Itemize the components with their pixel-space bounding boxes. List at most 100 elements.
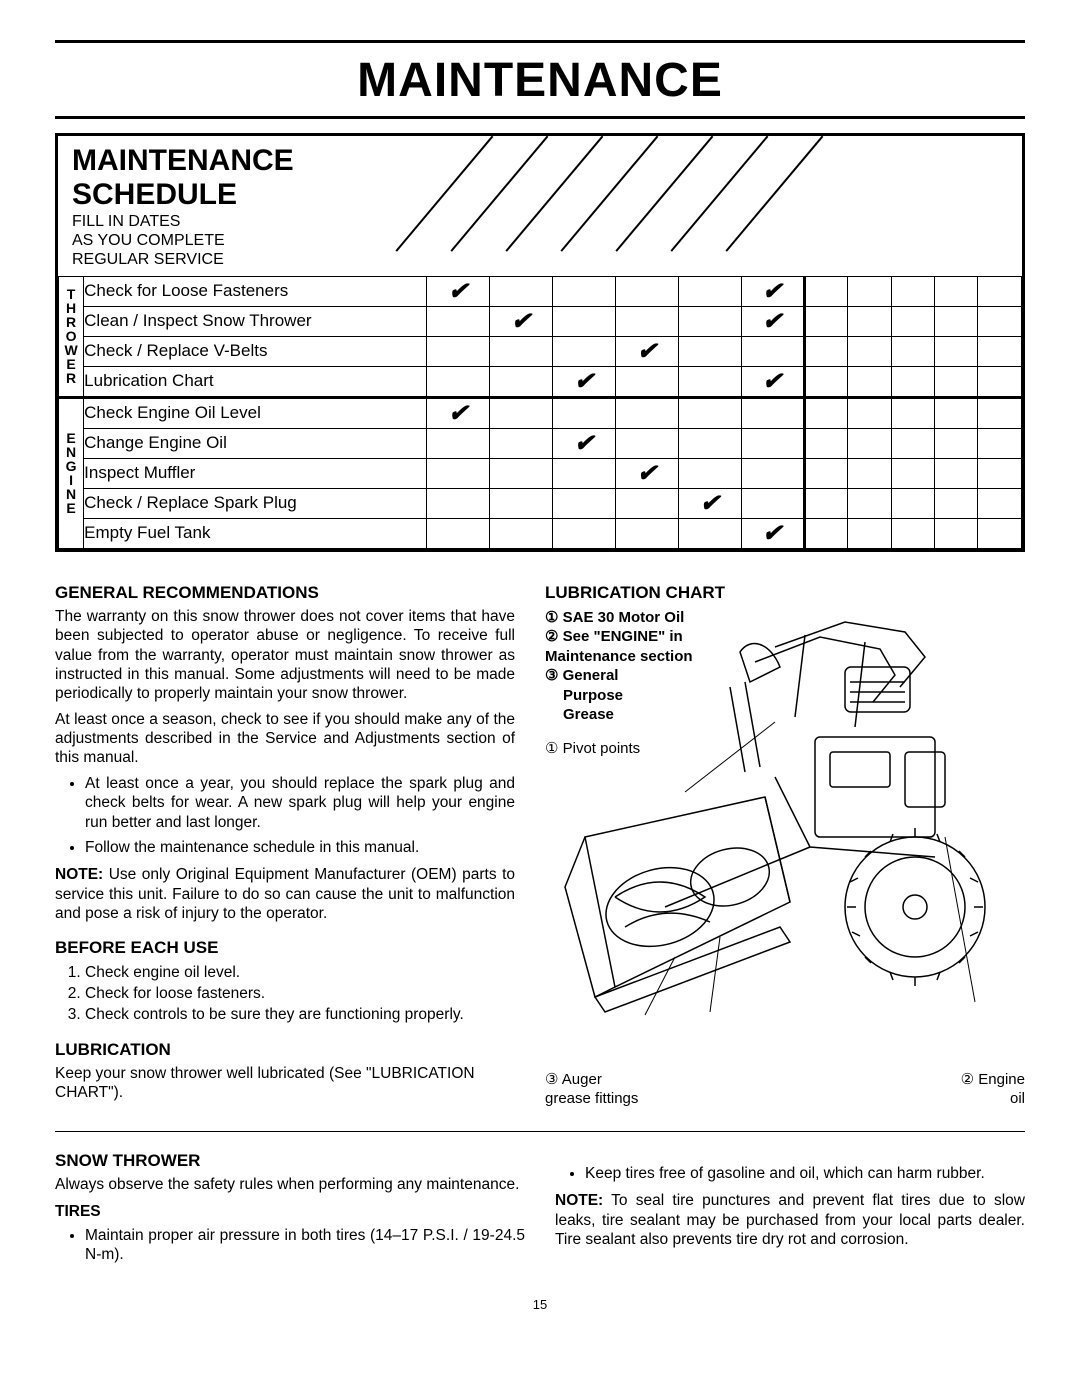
service-date-cell[interactable] [978,306,1022,336]
list-item: Check engine oil level. [85,963,515,982]
service-date-cell[interactable] [978,428,1022,458]
service-date-cell[interactable] [934,518,977,548]
service-date-cell[interactable] [848,428,891,458]
footer-columns: SNOW THROWER Always observe the safety r… [55,1136,1025,1273]
service-date-cell[interactable] [804,397,847,428]
check-cell [553,336,616,366]
check-cell: ✔ [741,518,804,548]
bullet-list: At least once a year, you should replace… [55,774,515,858]
check-cell [553,518,616,548]
service-date-cell[interactable] [804,366,847,397]
check-cell [615,428,678,458]
legend-item: Purpose [545,686,745,706]
service-date-cell[interactable] [804,276,847,306]
service-date-cell[interactable] [804,518,847,548]
fill-in-instructions: FILL IN DATES AS YOU COMPLETE REGULAR SE… [58,212,433,276]
service-date-cell[interactable] [891,458,934,488]
check-cell: ✔ [678,488,741,518]
check-cell [490,397,553,428]
service-date-cell[interactable] [891,366,934,397]
service-date-cell[interactable] [804,428,847,458]
service-date-cell[interactable] [978,366,1022,397]
body-text: Always observe the safety rules when per… [55,1175,525,1194]
service-date-cell[interactable] [891,336,934,366]
service-date-cell[interactable] [848,488,891,518]
left-column: GENERAL RECOMMENDATIONS The warranty on … [55,568,515,1109]
service-date-cell[interactable] [978,397,1022,428]
service-date-cell[interactable] [848,518,891,548]
service-date-cell[interactable] [978,458,1022,488]
check-cell [490,336,553,366]
service-date-cell[interactable] [891,488,934,518]
list-item: Check controls to be sure they are funct… [85,1005,515,1024]
list-item: Follow the maintenance schedule in this … [85,838,515,857]
service-date-cell[interactable] [978,336,1022,366]
service-date-cell[interactable] [934,276,977,306]
service-date-cell[interactable] [848,458,891,488]
service-date-cell[interactable] [848,336,891,366]
service-date-cell[interactable] [848,306,891,336]
lubrication-heading: LUBRICATION [55,1039,515,1060]
service-date-cell[interactable] [891,518,934,548]
check-cell [678,336,741,366]
service-date-cell[interactable] [848,397,891,428]
task-name: Inspect Muffler [84,458,427,488]
list-item: At least once a year, you should replace… [85,774,515,832]
task-name: Clean / Inspect Snow Thrower [84,306,427,336]
bottom-rule [55,116,1025,119]
note-text: NOTE: Use only Original Equipment Manufa… [55,865,515,923]
lubrication-legend: ① SAE 30 Motor Oil ② See "ENGINE" in Mai… [545,608,745,759]
bullet-list: Keep tires free of gasoline and oil, whi… [555,1164,1025,1183]
check-cell [490,488,553,518]
check-cell [553,276,616,306]
service-date-cell[interactable] [804,488,847,518]
check-cell: ✔ [490,306,553,336]
group-label: ENGINE [59,397,84,548]
service-date-cell[interactable] [934,306,977,336]
group-label: THROWER [59,276,84,397]
general-recommendations-heading: GENERAL RECOMMENDATIONS [55,582,515,603]
service-date-cell[interactable] [891,397,934,428]
service-date-cell[interactable] [934,488,977,518]
check-cell [615,306,678,336]
check-icon: ✔ [637,338,657,365]
check-cell [615,276,678,306]
service-date-cell[interactable] [934,366,977,397]
check-cell [678,428,741,458]
check-cell [678,276,741,306]
service-date-cell[interactable] [891,306,934,336]
fill-in-line: AS YOU COMPLETE [72,231,433,250]
callout-label: ② Engine oil [961,1071,1025,1109]
numbered-list: Check engine oil level. Check for loose … [55,963,515,1025]
service-date-cell[interactable] [978,488,1022,518]
service-date-cell[interactable] [891,276,934,306]
service-date-cell[interactable] [804,306,847,336]
service-date-cell[interactable] [934,458,977,488]
check-icon: ✔ [511,308,531,335]
service-date-cell[interactable] [848,366,891,397]
fill-in-line: REGULAR SERVICE [72,250,433,269]
service-date-cell[interactable] [804,458,847,488]
task-name: Check / Replace V-Belts [84,336,427,366]
tires-heading: TIRES [55,1202,525,1221]
service-date-cell[interactable] [978,276,1022,306]
service-date-cell[interactable] [978,518,1022,548]
check-cell [427,488,490,518]
service-date-cell[interactable] [848,276,891,306]
service-date-cell[interactable] [891,428,934,458]
service-date-cell[interactable] [934,397,977,428]
service-date-cell[interactable] [934,428,977,458]
check-cell [490,428,553,458]
check-icon: ✔ [637,460,657,487]
check-icon: ✔ [574,430,594,457]
check-cell: ✔ [741,306,804,336]
check-cell [741,428,804,458]
check-cell [490,366,553,397]
check-icon: ✔ [448,400,468,427]
service-date-cell[interactable] [804,336,847,366]
list-item: Check for loose fasteners. [85,984,515,1003]
service-date-cell[interactable] [934,336,977,366]
check-cell: ✔ [741,366,804,397]
legend-item: Grease [545,705,745,725]
task-name: Lubrication Chart [84,366,427,397]
